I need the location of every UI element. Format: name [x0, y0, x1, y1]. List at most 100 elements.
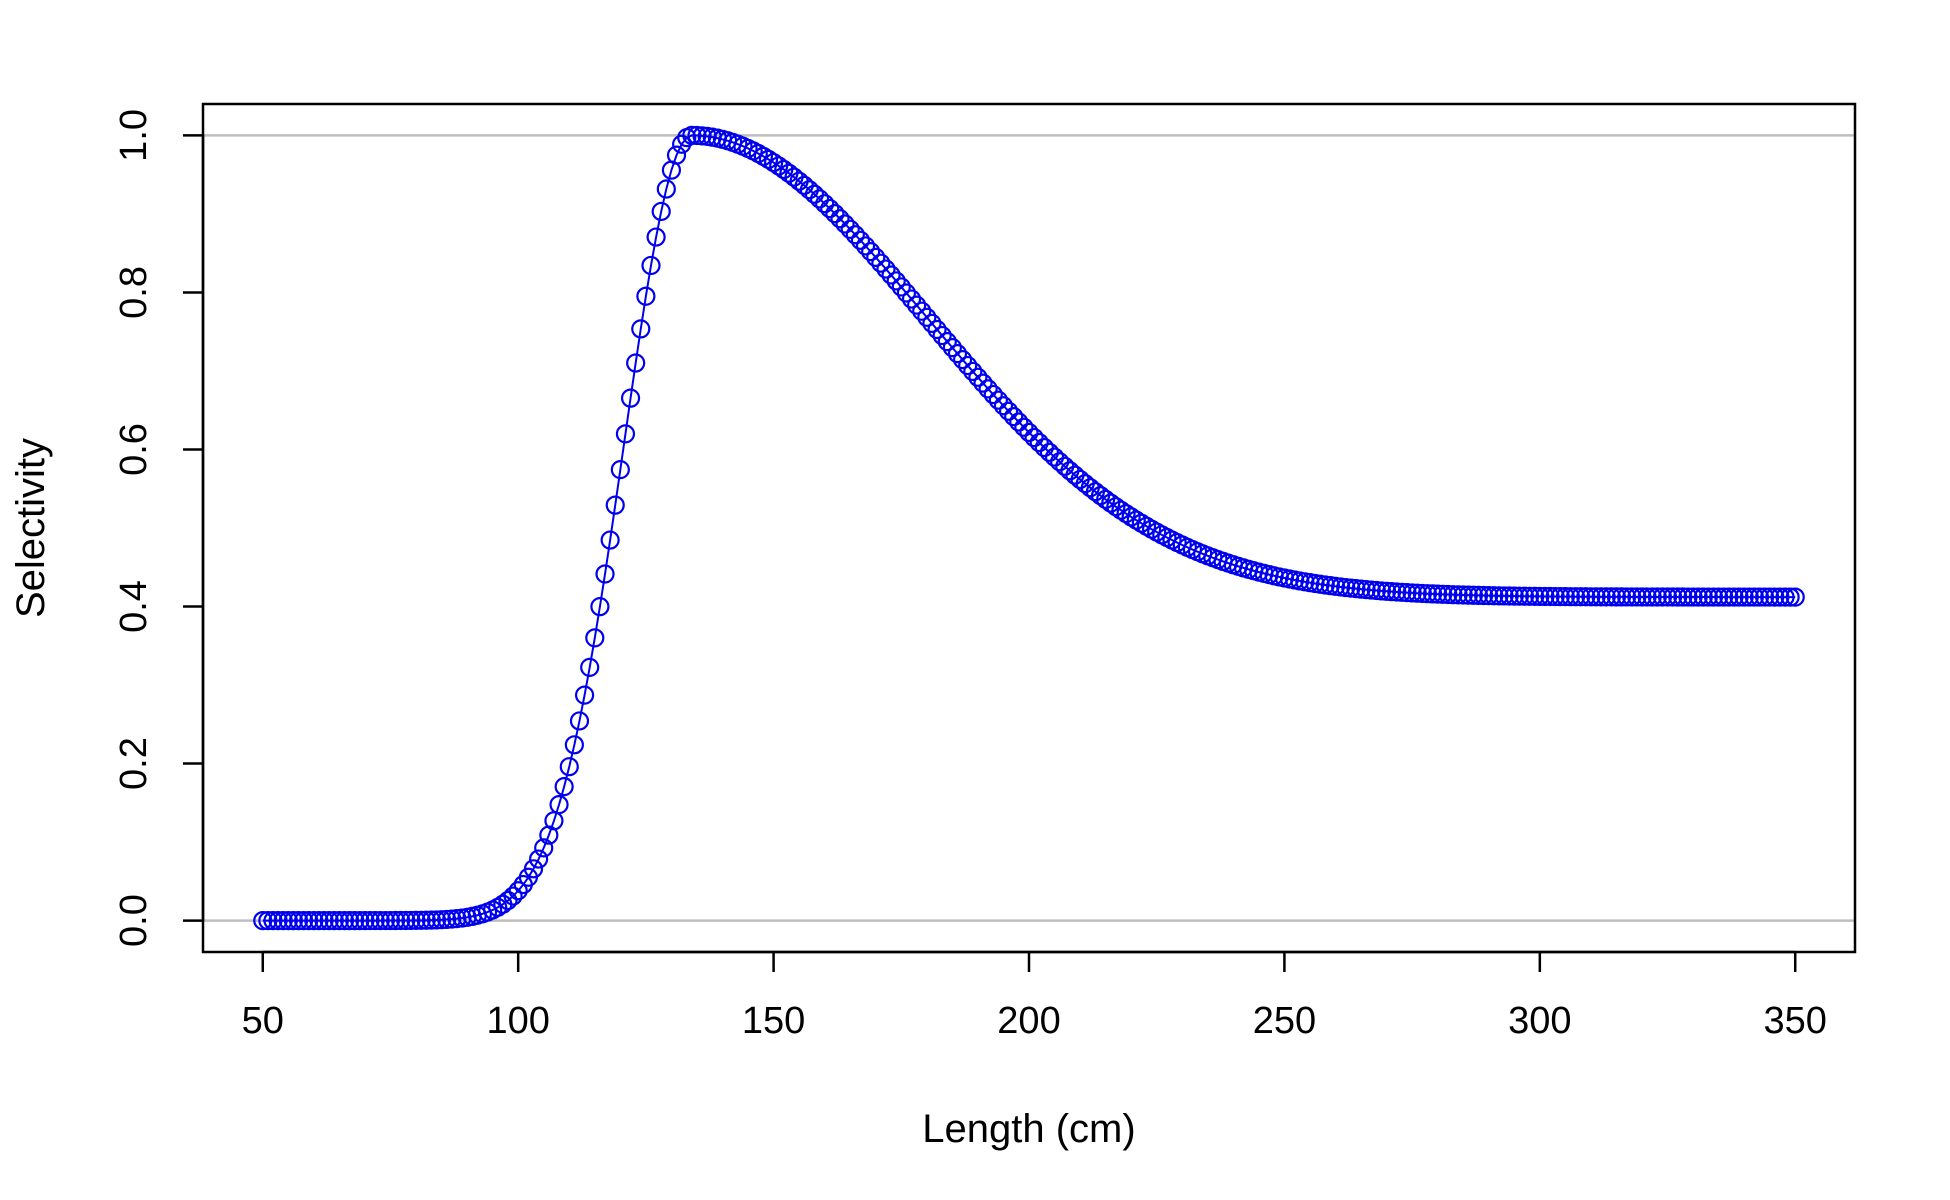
data-point: [1683, 587, 1703, 607]
data-point: [590, 597, 610, 617]
data-point: [605, 495, 625, 515]
data-point: [840, 219, 860, 239]
data-point: [416, 910, 436, 930]
data-point: [380, 910, 401, 931]
data-point: [958, 355, 978, 376]
x-axis: 50 100 150 200 250 300 350: [242, 950, 1827, 1042]
data-point: [503, 886, 523, 906]
data-point: [1601, 587, 1621, 607]
data-point: [1412, 583, 1432, 604]
data-point: [1642, 587, 1662, 607]
x-tick-label: 150: [742, 1000, 805, 1042]
data-point: [998, 401, 1019, 421]
data-point: [1663, 587, 1683, 607]
data-point: [431, 910, 452, 930]
data-point: [666, 145, 687, 165]
x-tick-label: 50: [242, 1000, 284, 1042]
y-tick-label: 0.2: [113, 737, 155, 790]
data-point: [1606, 587, 1627, 607]
data-point: [891, 277, 911, 297]
data-point: [1438, 584, 1458, 605]
data-point: [1509, 586, 1529, 606]
data-point: [411, 910, 431, 930]
data-point: [1034, 437, 1054, 458]
data-point: [1698, 587, 1718, 607]
y-tick-label: 0.6: [113, 423, 155, 476]
data-point: [600, 530, 620, 550]
x-tick-label: 200: [997, 1000, 1060, 1042]
data-point: [1765, 587, 1785, 607]
series-line: [262, 134, 1796, 922]
data-point: [850, 230, 871, 250]
data-point: [1719, 587, 1739, 607]
data-point: [1458, 585, 1478, 605]
data-point: [1724, 587, 1744, 607]
data-point: [1632, 587, 1652, 607]
data-point: [1611, 587, 1632, 607]
data-point: [580, 657, 600, 677]
data-point: [1514, 586, 1535, 606]
data-point: [1448, 585, 1468, 605]
data-point: [1576, 587, 1596, 607]
data-point: [1770, 587, 1790, 607]
data-point: [845, 225, 865, 245]
data-point: [1121, 507, 1141, 527]
data-point: [687, 125, 707, 146]
data-point: [437, 909, 457, 930]
data-point: [1407, 583, 1427, 603]
data-point: [1376, 581, 1397, 601]
x-axis-title: Length (cm): [922, 1107, 1135, 1151]
data-point: [1693, 587, 1713, 607]
data-point: [615, 424, 636, 444]
data-point: [912, 301, 932, 321]
x-tick-label: 300: [1508, 1000, 1571, 1042]
data-point: [896, 283, 917, 303]
data-point: [1474, 585, 1494, 606]
data-point: [529, 849, 549, 869]
data-point: [1111, 500, 1131, 520]
data-point: [375, 910, 395, 931]
data-point: [1565, 587, 1586, 607]
data-point: [406, 910, 426, 930]
data-point: [549, 795, 569, 815]
data-point: [1468, 585, 1489, 606]
data-point: [334, 910, 355, 931]
data-point: [876, 259, 896, 279]
data-point: [1014, 417, 1034, 437]
data-point: [917, 307, 937, 327]
y-tick-label: 0.4: [113, 580, 155, 633]
data-point: [631, 319, 651, 339]
data-point: [350, 910, 370, 931]
data-point: [314, 910, 334, 931]
data-point: [932, 325, 952, 346]
data-point: [651, 201, 671, 222]
data-point: [1571, 587, 1591, 607]
data-point: [993, 396, 1014, 416]
data-point: [1443, 585, 1463, 605]
data-point: [1739, 587, 1759, 607]
data-point: [861, 242, 881, 262]
data-point: [1504, 586, 1524, 606]
data-point: [1555, 587, 1575, 607]
data-point: [1494, 586, 1514, 606]
data-point: [973, 373, 993, 393]
data-point: [564, 735, 584, 755]
data-point: [1530, 586, 1550, 607]
data-point: [1106, 497, 1126, 517]
data-point: [1688, 587, 1708, 607]
data-point: [988, 390, 1008, 410]
data-point: [365, 910, 385, 931]
data-point: [1545, 586, 1565, 607]
y-axis: 0.0 0.2 0.4 0.6 0.8 1.0: [113, 109, 205, 947]
data-point: [1714, 587, 1734, 607]
data-point: [309, 910, 329, 931]
data-point: [947, 344, 968, 364]
data-point: [1004, 407, 1024, 427]
data-point: [1657, 587, 1678, 607]
data-point: [830, 209, 850, 229]
data-point: [610, 460, 630, 480]
data-point: [324, 910, 344, 931]
data-point: [1499, 586, 1519, 606]
data-point: [656, 179, 676, 199]
data-point: [288, 910, 309, 931]
